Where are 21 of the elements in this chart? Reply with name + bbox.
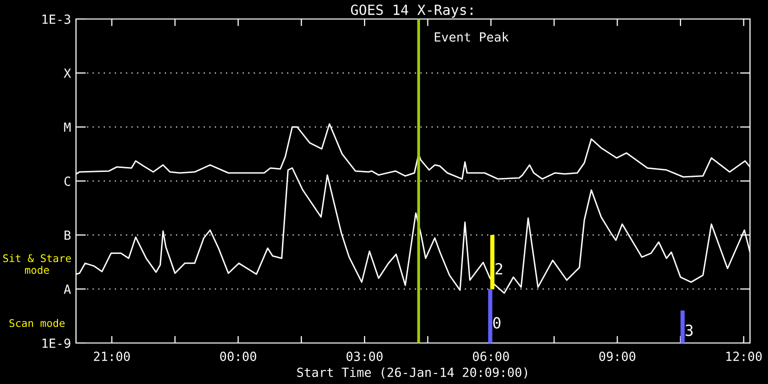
x-tick-label: 00:00 (220, 352, 256, 362)
x-tick-label: 09:00 (599, 352, 636, 362)
series-label: 3 (686, 324, 693, 336)
y-tick-label: 1E-9 (42, 338, 70, 348)
x-tick-label: 12:00 (726, 352, 762, 362)
y-tick-label: A (64, 284, 71, 294)
series-label: 2 (495, 263, 502, 274)
x-tick-label: 03:00 (346, 352, 383, 362)
x-axis-title: Start Time (26-Jan-14 20:09:00) (297, 367, 528, 379)
y-tick-label: C (64, 176, 70, 186)
ref-line-label: Event Peak (434, 32, 509, 42)
text: Scan mode (9, 318, 65, 328)
y-tick-label: B (64, 230, 71, 240)
chart-title: GOES 14 X-Rays: (350, 4, 472, 18)
text: Sit & Stare mode (3, 254, 71, 274)
series-label: 0 (493, 317, 500, 329)
x-tick-label: 06:00 (472, 352, 509, 362)
y-tick-label: M (64, 122, 71, 132)
y-tick-label: X (64, 68, 72, 78)
y-tick-label: 1E-3 (42, 14, 70, 24)
x-tick-label: 21:00 (94, 352, 130, 362)
